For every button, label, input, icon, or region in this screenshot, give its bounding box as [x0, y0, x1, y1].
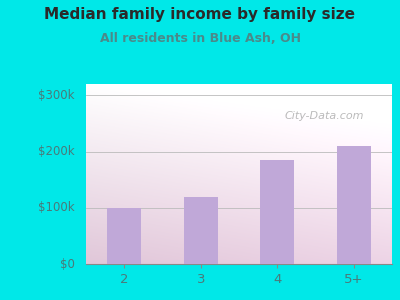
Text: All residents in Blue Ash, OH: All residents in Blue Ash, OH [100, 32, 300, 44]
Text: City-Data.com: City-Data.com [285, 111, 364, 122]
Bar [184, 196, 218, 264]
Bar [260, 160, 294, 264]
Bar [107, 208, 142, 264]
Text: $0: $0 [60, 257, 75, 271]
Bar [336, 146, 371, 264]
Text: $200k: $200k [38, 145, 75, 158]
Text: Median family income by family size: Median family income by family size [44, 8, 356, 22]
Text: $100k: $100k [38, 201, 75, 214]
Text: $300k: $300k [38, 89, 75, 102]
